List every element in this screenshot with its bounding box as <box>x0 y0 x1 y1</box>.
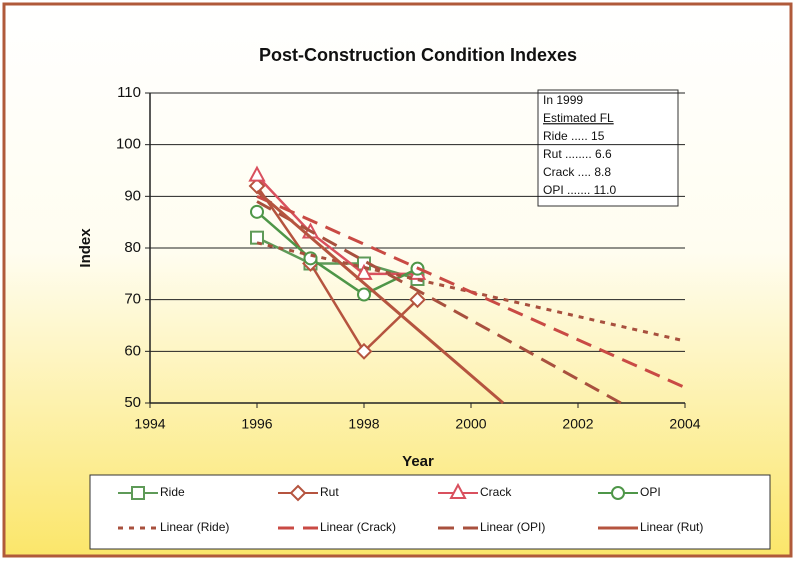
legend-label: Linear (Ride) <box>160 520 229 534</box>
legend-marker <box>611 486 625 500</box>
point <box>250 230 264 245</box>
x-tick-label: 1996 <box>241 416 272 432</box>
point <box>250 204 264 219</box>
series-line <box>256 174 418 276</box>
annotation-box <box>537 89 679 207</box>
point <box>303 251 318 266</box>
legend-label: Linear (Rut) <box>640 520 703 534</box>
point <box>357 287 371 302</box>
annotation-text: Ride ..... 15 <box>543 129 605 143</box>
annotation-text: OPI ....... 11.0 <box>543 183 616 197</box>
y-tick-label: 90 <box>124 187 141 204</box>
y-tick-label: 80 <box>124 239 141 256</box>
y-axis-label: Index <box>77 228 94 268</box>
annotation-text: Rut ........ 6.6 <box>543 147 612 161</box>
annotation-text: Crack .... 8.8 <box>543 165 611 179</box>
y-tick-label: 110 <box>117 84 141 101</box>
legend-label: Rut <box>320 485 339 499</box>
x-tick-label: 2002 <box>562 416 593 432</box>
y-tick-label: 100 <box>116 136 141 153</box>
legend-label: OPI <box>640 485 661 499</box>
trend-line <box>256 190 505 405</box>
legend-marker <box>449 482 467 499</box>
legend-label: Crack <box>480 485 512 499</box>
x-tick-label: 1994 <box>134 416 165 432</box>
x-tick-label: 2004 <box>669 416 700 432</box>
annotation-text: Estimated FL <box>543 111 614 125</box>
series-line <box>255 185 419 354</box>
legend-marker <box>289 484 307 502</box>
y-tick-label: 50 <box>124 394 141 411</box>
point <box>355 342 373 360</box>
y-tick-label: 60 <box>124 342 141 359</box>
legend-label: Linear (OPI) <box>480 520 545 534</box>
point <box>409 291 426 309</box>
legend-label: Ride <box>160 485 185 499</box>
legend-marker <box>131 486 145 500</box>
point <box>355 263 373 280</box>
trend-line <box>256 194 686 389</box>
x-tick-label: 2000 <box>455 416 486 432</box>
trend-line <box>256 200 622 405</box>
legend <box>89 474 771 550</box>
series-line <box>256 236 418 281</box>
chart-title: Post-Construction Condition Indexes <box>259 45 577 65</box>
x-axis-label: Year <box>402 453 434 470</box>
annotation-text: In 1999 <box>543 93 583 107</box>
legend-label: Linear (Crack) <box>320 520 396 534</box>
trend-line <box>256 241 686 343</box>
y-tick-label: 70 <box>124 291 141 308</box>
series-line <box>256 210 419 296</box>
point <box>248 165 266 182</box>
x-tick-label: 1998 <box>348 416 379 432</box>
